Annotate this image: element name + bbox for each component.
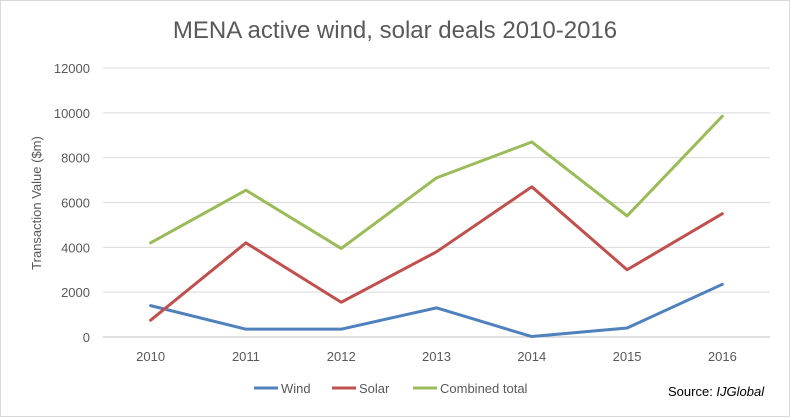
source-note: Source: IJGlobal bbox=[668, 384, 764, 399]
series-line-solar bbox=[149, 185, 724, 322]
y-tick-label: 12000 bbox=[54, 61, 90, 76]
x-tick-label: 2013 bbox=[422, 349, 451, 364]
legend-item-wind: Wind bbox=[254, 381, 311, 396]
legend-item-combined-total: Combined total bbox=[413, 381, 528, 396]
x-tick-label: 2010 bbox=[136, 349, 165, 364]
y-tick-label: 8000 bbox=[61, 151, 90, 166]
x-tick-label: 2011 bbox=[232, 349, 260, 364]
x-tick-label: 2012 bbox=[327, 349, 356, 364]
y-tick-label: 6000 bbox=[61, 196, 90, 211]
y-tick-label: 4000 bbox=[61, 240, 90, 255]
legend-label-combined-total: Combined total bbox=[440, 381, 528, 396]
y-axis-label: Transaction Value ($m) bbox=[29, 136, 44, 270]
source-label: Source: bbox=[668, 384, 717, 399]
source-name: IJGlobal bbox=[716, 384, 765, 399]
y-tick-labels: 0 2000 4000 6000 8000 10000 12000 bbox=[54, 61, 90, 345]
chart-title: MENA active wind, solar deals 2010-2016 bbox=[172, 17, 618, 44]
y-tick-label: 0 bbox=[83, 330, 90, 345]
y-tick-label: 2000 bbox=[61, 285, 90, 300]
x-tick-label: 2015 bbox=[613, 349, 642, 364]
legend: Wind Solar Combined total bbox=[254, 381, 528, 396]
legend-label-solar: Solar bbox=[359, 381, 390, 396]
legend-item-solar: Solar bbox=[332, 381, 390, 396]
x-tick-labels: 2010 2011 2012 2013 2014 2015 2016 bbox=[136, 349, 737, 364]
x-tick-label: 2014 bbox=[517, 349, 546, 364]
y-tick-label: 10000 bbox=[54, 106, 90, 121]
gridlines bbox=[103, 67, 770, 338]
series-line-wind bbox=[149, 282, 724, 339]
x-tick-label: 2016 bbox=[708, 349, 737, 364]
series-lines bbox=[149, 114, 724, 339]
series-line-combined-total bbox=[149, 114, 724, 250]
legend-label-wind: Wind bbox=[281, 381, 311, 396]
